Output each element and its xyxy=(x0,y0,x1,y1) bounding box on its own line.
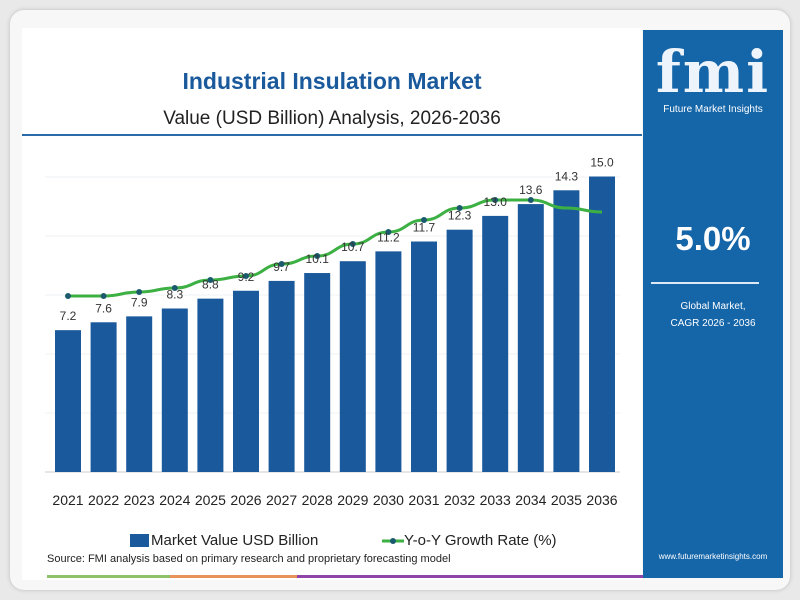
footer-stripe-purple xyxy=(297,575,643,578)
x-tick-label: 2030 xyxy=(373,492,404,508)
x-tick-label: 2033 xyxy=(480,492,511,508)
bar-2026 xyxy=(233,290,259,472)
cagr-value: 5.0% xyxy=(675,220,751,257)
data-label-2029: 10.7 xyxy=(341,240,365,254)
growth-point-2026 xyxy=(243,273,249,279)
legend-bar: Market Value USD Billion xyxy=(130,532,318,549)
x-tick-label: 2021 xyxy=(52,492,83,508)
legend-line-swatch xyxy=(382,537,404,544)
x-tick-label: 2022 xyxy=(88,492,119,508)
bar-2027 xyxy=(268,280,295,472)
bar-2035 xyxy=(553,190,580,473)
data-label-2030: 11.2 xyxy=(377,230,400,244)
x-tick-label: 2036 xyxy=(586,492,617,508)
bar-2021 xyxy=(55,330,81,472)
bar-2022 xyxy=(90,322,117,472)
legend-line-label: Y-o-Y Growth Rate (%) xyxy=(404,532,557,549)
data-label-2026: 9.2 xyxy=(238,270,255,284)
fmi-logo: fmi xyxy=(655,38,771,106)
x-tick-label: 2031 xyxy=(408,492,439,508)
cagr-label-line1: Global Market, xyxy=(680,301,746,312)
data-label-2031: 11.7 xyxy=(413,221,436,235)
bar-2033 xyxy=(482,215,509,472)
growth-point-2033 xyxy=(492,197,499,203)
bar-2030 xyxy=(375,251,402,472)
growth-point-2021 xyxy=(65,293,71,299)
growth-rate-line xyxy=(68,198,603,298)
growth-point-2031 xyxy=(421,217,427,223)
growth-point-2028 xyxy=(314,253,321,259)
footer-stripe-orange xyxy=(170,575,297,578)
footer-stripe-green xyxy=(47,575,170,578)
logo-caption: Future Market Insights xyxy=(663,104,763,115)
growth-point-2029 xyxy=(349,241,356,247)
growth-point-2022 xyxy=(100,293,107,299)
data-label-2036: 15.0 xyxy=(590,156,614,170)
data-label-2024: 8.3 xyxy=(166,287,183,301)
bar-2029 xyxy=(339,261,366,472)
growth-point-2023 xyxy=(136,289,143,295)
data-label-2035: 14.3 xyxy=(555,169,579,183)
data-label-2028: 10.1 xyxy=(306,252,330,266)
data-label-2025: 8.8 xyxy=(202,278,219,292)
cagr-divider xyxy=(651,282,759,284)
data-label-2023: 7.9 xyxy=(131,295,148,309)
growth-point-2025 xyxy=(207,277,214,283)
data-label-2027: 9.7 xyxy=(273,260,290,274)
cagr-label-line2: CAGR 2026 - 2036 xyxy=(670,318,756,329)
data-label-2034: 13.6 xyxy=(519,183,543,197)
data-label-2021: 7.2 xyxy=(60,309,77,323)
x-tick-label: 2023 xyxy=(124,492,155,508)
x-tick-label: 2029 xyxy=(337,492,368,508)
title-divider xyxy=(22,134,642,136)
bar-2025 xyxy=(197,298,224,472)
x-tick-label: 2032 xyxy=(444,492,475,508)
x-tick-label: 2027 xyxy=(266,492,297,508)
website-link[interactable]: www.futuremarketinsights.com xyxy=(658,552,768,561)
chart-title: Industrial Insulation Market xyxy=(182,68,482,94)
bar-2023 xyxy=(126,316,153,472)
x-tick-label: 2035 xyxy=(551,492,582,508)
bar-2034 xyxy=(517,204,544,472)
growth-point-2027 xyxy=(278,261,285,267)
side-panel: fmi Future Market Insights 5.0% Global M… xyxy=(643,30,783,578)
x-tick-label: 2028 xyxy=(302,492,333,508)
x-tick-label: 2034 xyxy=(515,492,546,508)
cagr-label: Global Market, CAGR 2026 - 2036 xyxy=(643,298,783,332)
growth-point-2034 xyxy=(527,197,534,203)
data-label-2022: 7.6 xyxy=(95,301,112,315)
growth-point-2024 xyxy=(171,285,178,291)
bar-2031 xyxy=(411,241,437,472)
growth-point-2030 xyxy=(385,229,392,235)
growth-point-2032 xyxy=(456,205,463,211)
bar-2036 xyxy=(589,176,615,472)
legend-line: Y-o-Y Growth Rate (%) xyxy=(382,532,557,549)
data-label-2033: 13.0 xyxy=(484,195,508,209)
legend-bar-label: Market Value USD Billion xyxy=(151,532,319,549)
source-note: Source: FMI analysis based on primary re… xyxy=(47,553,451,565)
x-tick-label: 2026 xyxy=(230,492,261,508)
chart-subtitle: Value (USD Billion) Analysis, 2026-2036 xyxy=(163,108,501,129)
x-tick-label: 2025 xyxy=(195,492,226,508)
x-tick-label: 2024 xyxy=(159,492,190,508)
legend-bar-swatch xyxy=(130,534,149,547)
data-label-2032: 12.3 xyxy=(448,209,472,223)
bar-2032 xyxy=(446,229,473,472)
bar-2028 xyxy=(304,273,331,472)
bar-2024 xyxy=(161,308,188,472)
